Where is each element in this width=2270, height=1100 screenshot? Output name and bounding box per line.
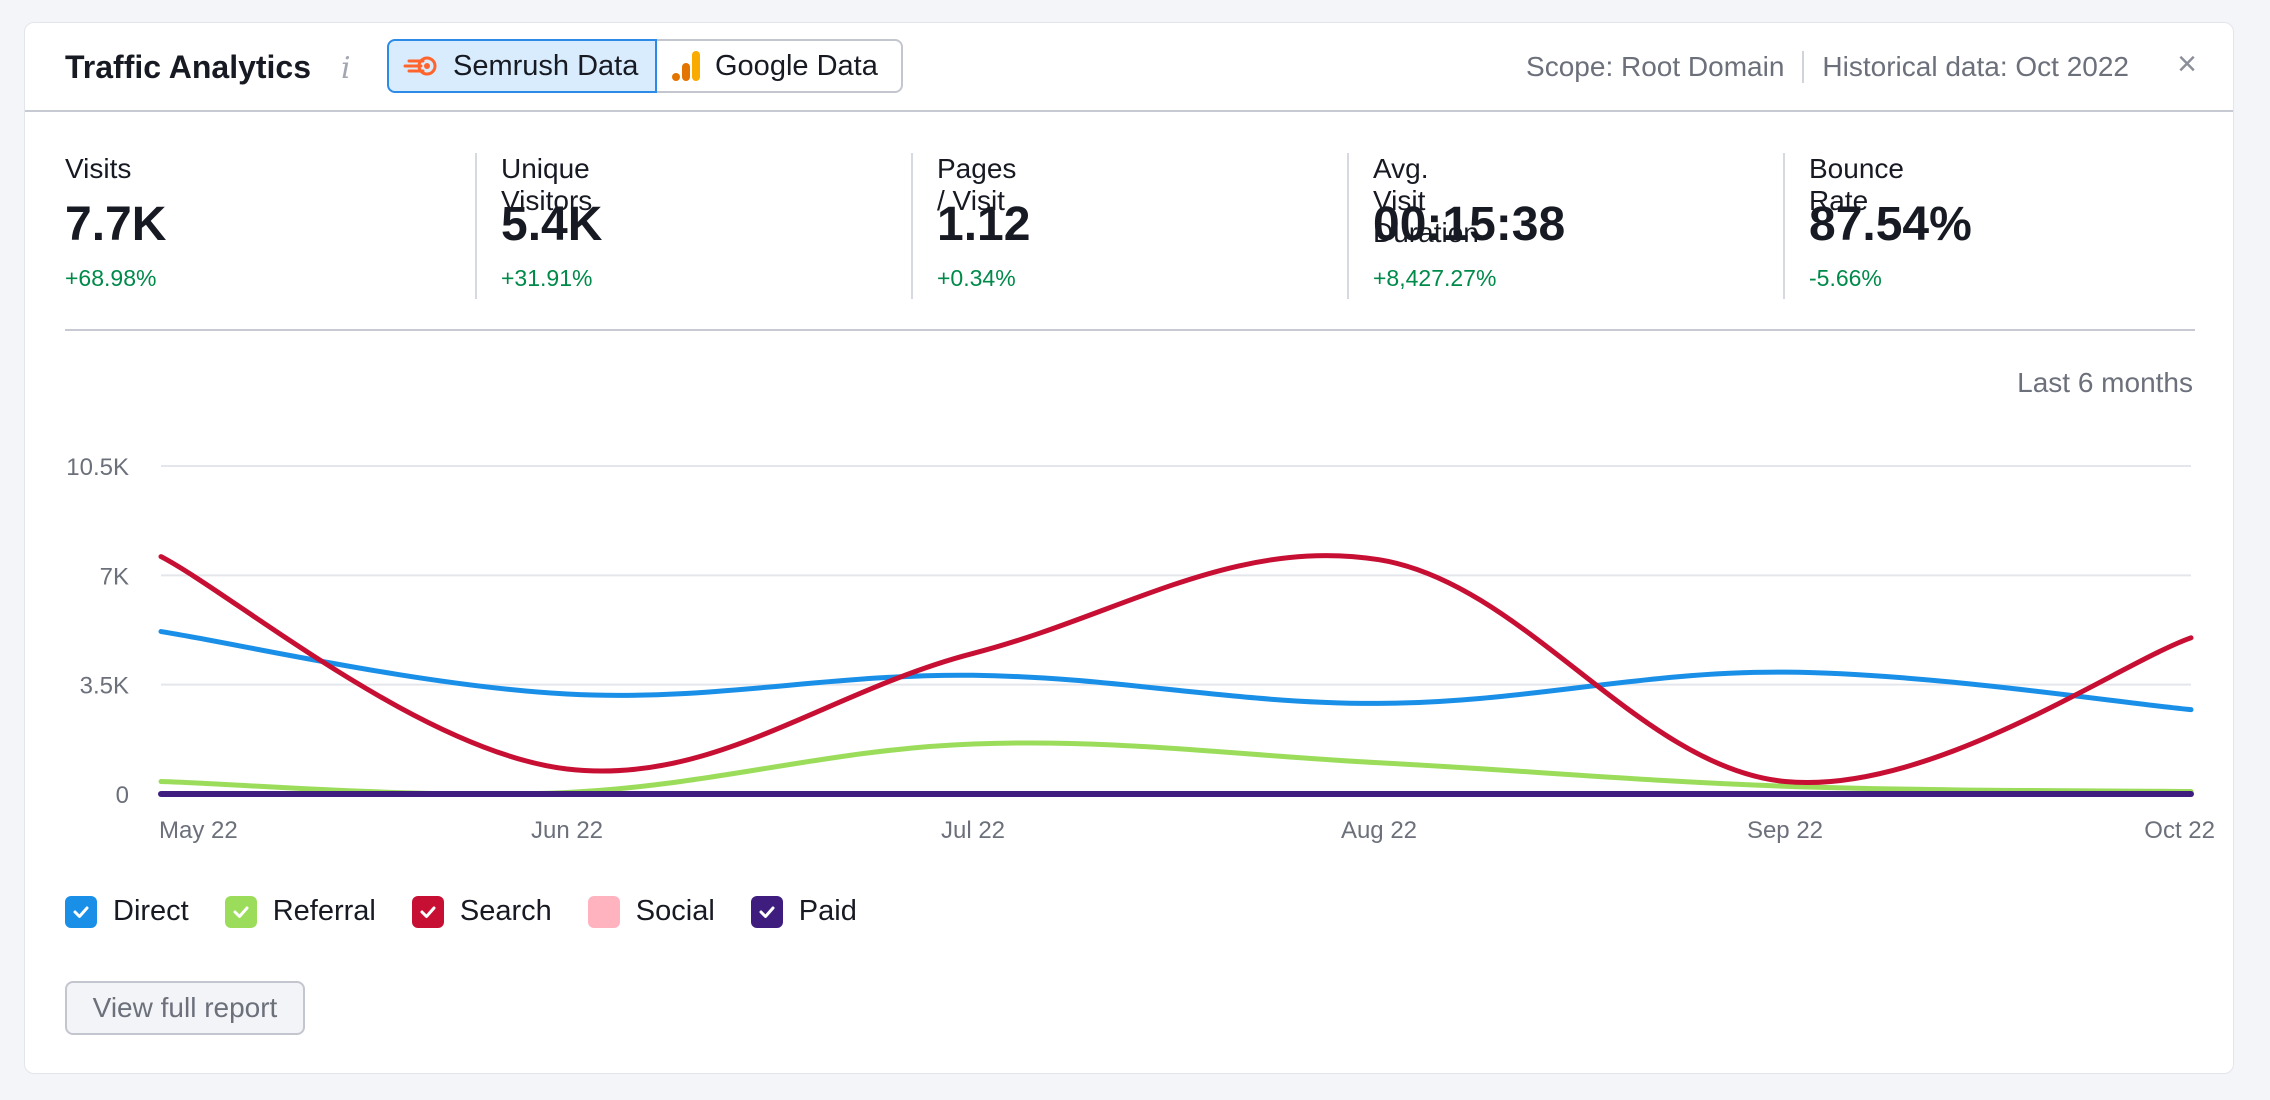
x-tick-label: Jul 22: [941, 817, 1005, 844]
semrush-data-label: Semrush Data: [453, 49, 639, 82]
legend-item-paid[interactable]: Paid: [750, 895, 857, 928]
metric-divider: [1347, 153, 1349, 299]
google-analytics-icon: [672, 51, 700, 81]
widget-header: Traffic Analytics i Semrush Data Google …: [25, 23, 2233, 112]
chart-legend: Direct Referral Search Social Paid: [65, 895, 893, 928]
legend-item-search[interactable]: Search: [411, 895, 552, 928]
google-data-label: Google Data: [715, 49, 878, 82]
scope-divider: [1802, 51, 1805, 83]
y-tick-label: 0: [116, 782, 129, 809]
check-icon: [233, 906, 249, 918]
legend-label: Search: [459, 895, 552, 927]
legend-label: Social: [635, 895, 715, 927]
legend-item-social[interactable]: Social: [587, 895, 715, 928]
y-tick-label: 3.5K: [80, 673, 129, 700]
x-tick-label: May 22: [159, 817, 238, 844]
legend-label: Referral: [272, 895, 376, 927]
metric-label: Pages / Visit: [937, 153, 1017, 216]
close-icon[interactable]: ×: [2177, 45, 2197, 83]
scope-info: Scope: Root Domain Historical data: Oct …: [1526, 51, 2129, 83]
legend-checkbox-direct[interactable]: [65, 895, 97, 928]
metric-change: +31.91%: [501, 265, 593, 291]
check-icon: [420, 906, 436, 918]
x-tick-label: Sep 22: [1747, 817, 1823, 844]
metric-divider: [1783, 153, 1785, 299]
metric-divider: [475, 153, 477, 299]
legend-checkbox-paid[interactable]: [750, 895, 783, 928]
y-tick-label: 7K: [100, 563, 129, 590]
metric-value: 1.12: [937, 198, 1031, 251]
metric-label: Unique Visitors: [501, 153, 593, 216]
x-tick-label: Oct 22: [2144, 817, 2215, 844]
legend-checkbox-social[interactable]: [587, 895, 620, 928]
series-line-direct[interactable]: [158, 629, 2194, 713]
info-icon[interactable]: i: [341, 51, 351, 86]
legend-item-referral[interactable]: Referral: [224, 895, 376, 928]
series-line-search[interactable]: [158, 553, 2194, 786]
metric-change: +0.34%: [937, 265, 1016, 291]
x-tick-label: Jun 22: [531, 817, 603, 844]
metrics-row: Visits 7.7K +68.98% Unique Visitors 5.4K…: [65, 153, 2195, 301]
google-data-toggle[interactable]: Google Data: [657, 39, 903, 93]
view-full-report-button[interactable]: View full report: [65, 981, 305, 1035]
x-tick-label: Aug 22: [1341, 817, 1417, 844]
historical-data-label: Historical data: Oct 2022: [1822, 51, 2129, 82]
metrics-divider: [65, 329, 2195, 331]
y-tick-label: 10.5K: [66, 454, 129, 481]
metric-label: Bounce Rate: [1809, 153, 1904, 216]
period-label[interactable]: Last 6 months: [2017, 367, 2193, 398]
metric-value: 87.54%: [1809, 198, 1972, 251]
metric-change: -5.66%: [1809, 265, 1882, 291]
semrush-data-toggle[interactable]: Semrush Data: [387, 39, 657, 93]
legend-checkbox-referral[interactable]: [224, 895, 257, 928]
check-icon: [73, 906, 89, 918]
legend-item-direct[interactable]: Direct: [65, 895, 189, 928]
semrush-logo-icon: [403, 56, 437, 76]
metric-change: +68.98%: [65, 265, 157, 291]
metric-divider: [911, 153, 913, 299]
traffic-line-chart: 0 3.5K 7K 10.5K May 22 Jun 22 Jul 22 Aug 22 Sep …: [66, 454, 2215, 844]
traffic-analytics-widget: Traffic Analytics i Semrush Data Google …: [24, 22, 2234, 1074]
widget-title: Traffic Analytics: [65, 49, 312, 85]
metric-value: 00:15:38: [1373, 198, 1566, 251]
legend-label: Paid: [798, 895, 857, 927]
metric-label: Avg. Visit Duration: [1373, 153, 1479, 248]
series-line-referral[interactable]: [158, 740, 2194, 797]
scope-label: Scope: Root Domain: [1526, 51, 1785, 82]
metric-label: Visits: [65, 153, 132, 184]
metric-change: +8,427.27%: [1373, 265, 1497, 291]
metric-value: 7.7K: [65, 198, 167, 251]
legend-checkbox-search[interactable]: [411, 895, 444, 928]
metric-value: 5.4K: [501, 198, 603, 251]
check-icon: [759, 906, 775, 918]
legend-label: Direct: [113, 895, 189, 927]
